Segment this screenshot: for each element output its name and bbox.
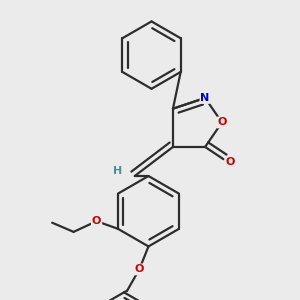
Text: O: O (226, 157, 235, 167)
Text: O: O (135, 264, 144, 274)
Text: H: H (113, 167, 122, 176)
Text: O: O (92, 216, 101, 226)
Text: O: O (217, 117, 226, 128)
Text: N: N (200, 93, 210, 103)
